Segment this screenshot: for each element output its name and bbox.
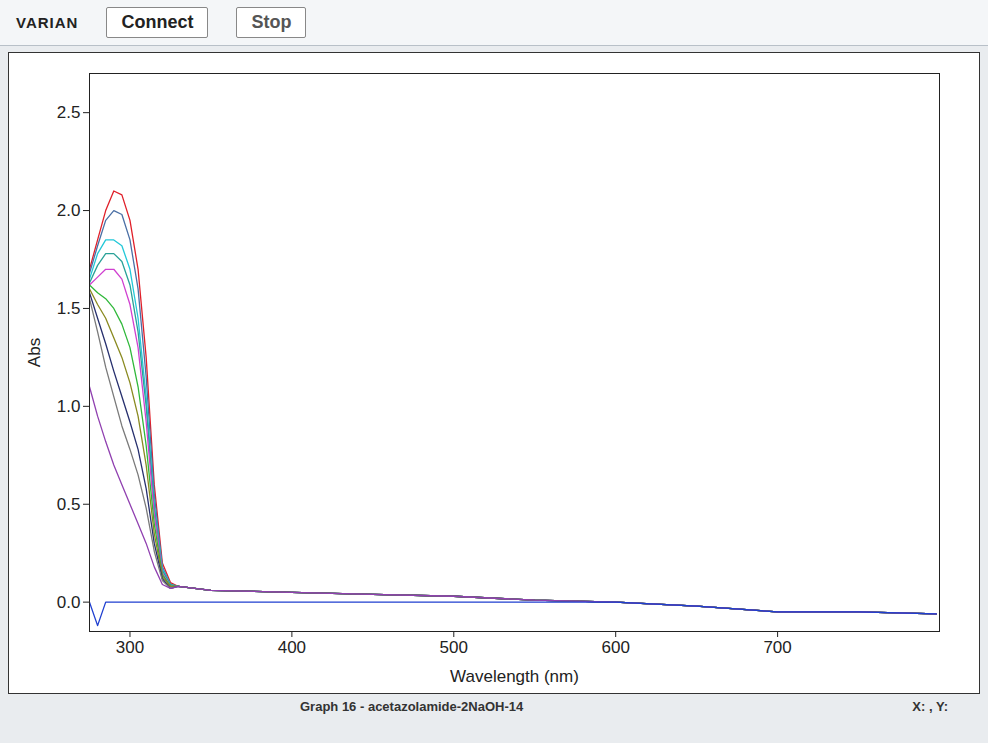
- svg-text:2.0: 2.0: [57, 201, 81, 220]
- svg-text:600: 600: [602, 638, 630, 657]
- html-text:VARIAN: VARIAN: [16, 14, 79, 31]
- svg-text:700: 700: [763, 638, 791, 657]
- svg-text:400: 400: [278, 638, 306, 657]
- svg-text:Abs: Abs: [25, 338, 44, 367]
- svg-text:Wavelength (nm): Wavelength (nm): [450, 667, 579, 686]
- svg-text:0.0: 0.0: [57, 593, 81, 612]
- html-text:Graph 16 - acetazolamide-2NaOH: Graph 16 - acetazolamide-2NaOH-14: [300, 698, 524, 714]
- html-text:X: , Y:: X: , Y:: [912, 698, 948, 714]
- html-text:Connect: Connect: [121, 12, 194, 32]
- html-text:Stop: Stop: [251, 12, 292, 32]
- svg-text:500: 500: [440, 638, 468, 657]
- svg-text:2.5: 2.5: [57, 103, 81, 122]
- svg-text:300: 300: [116, 638, 144, 657]
- svg-text:0.5: 0.5: [57, 495, 81, 514]
- svg-text:1.0: 1.0: [57, 397, 81, 416]
- svg-text:1.5: 1.5: [57, 299, 81, 318]
